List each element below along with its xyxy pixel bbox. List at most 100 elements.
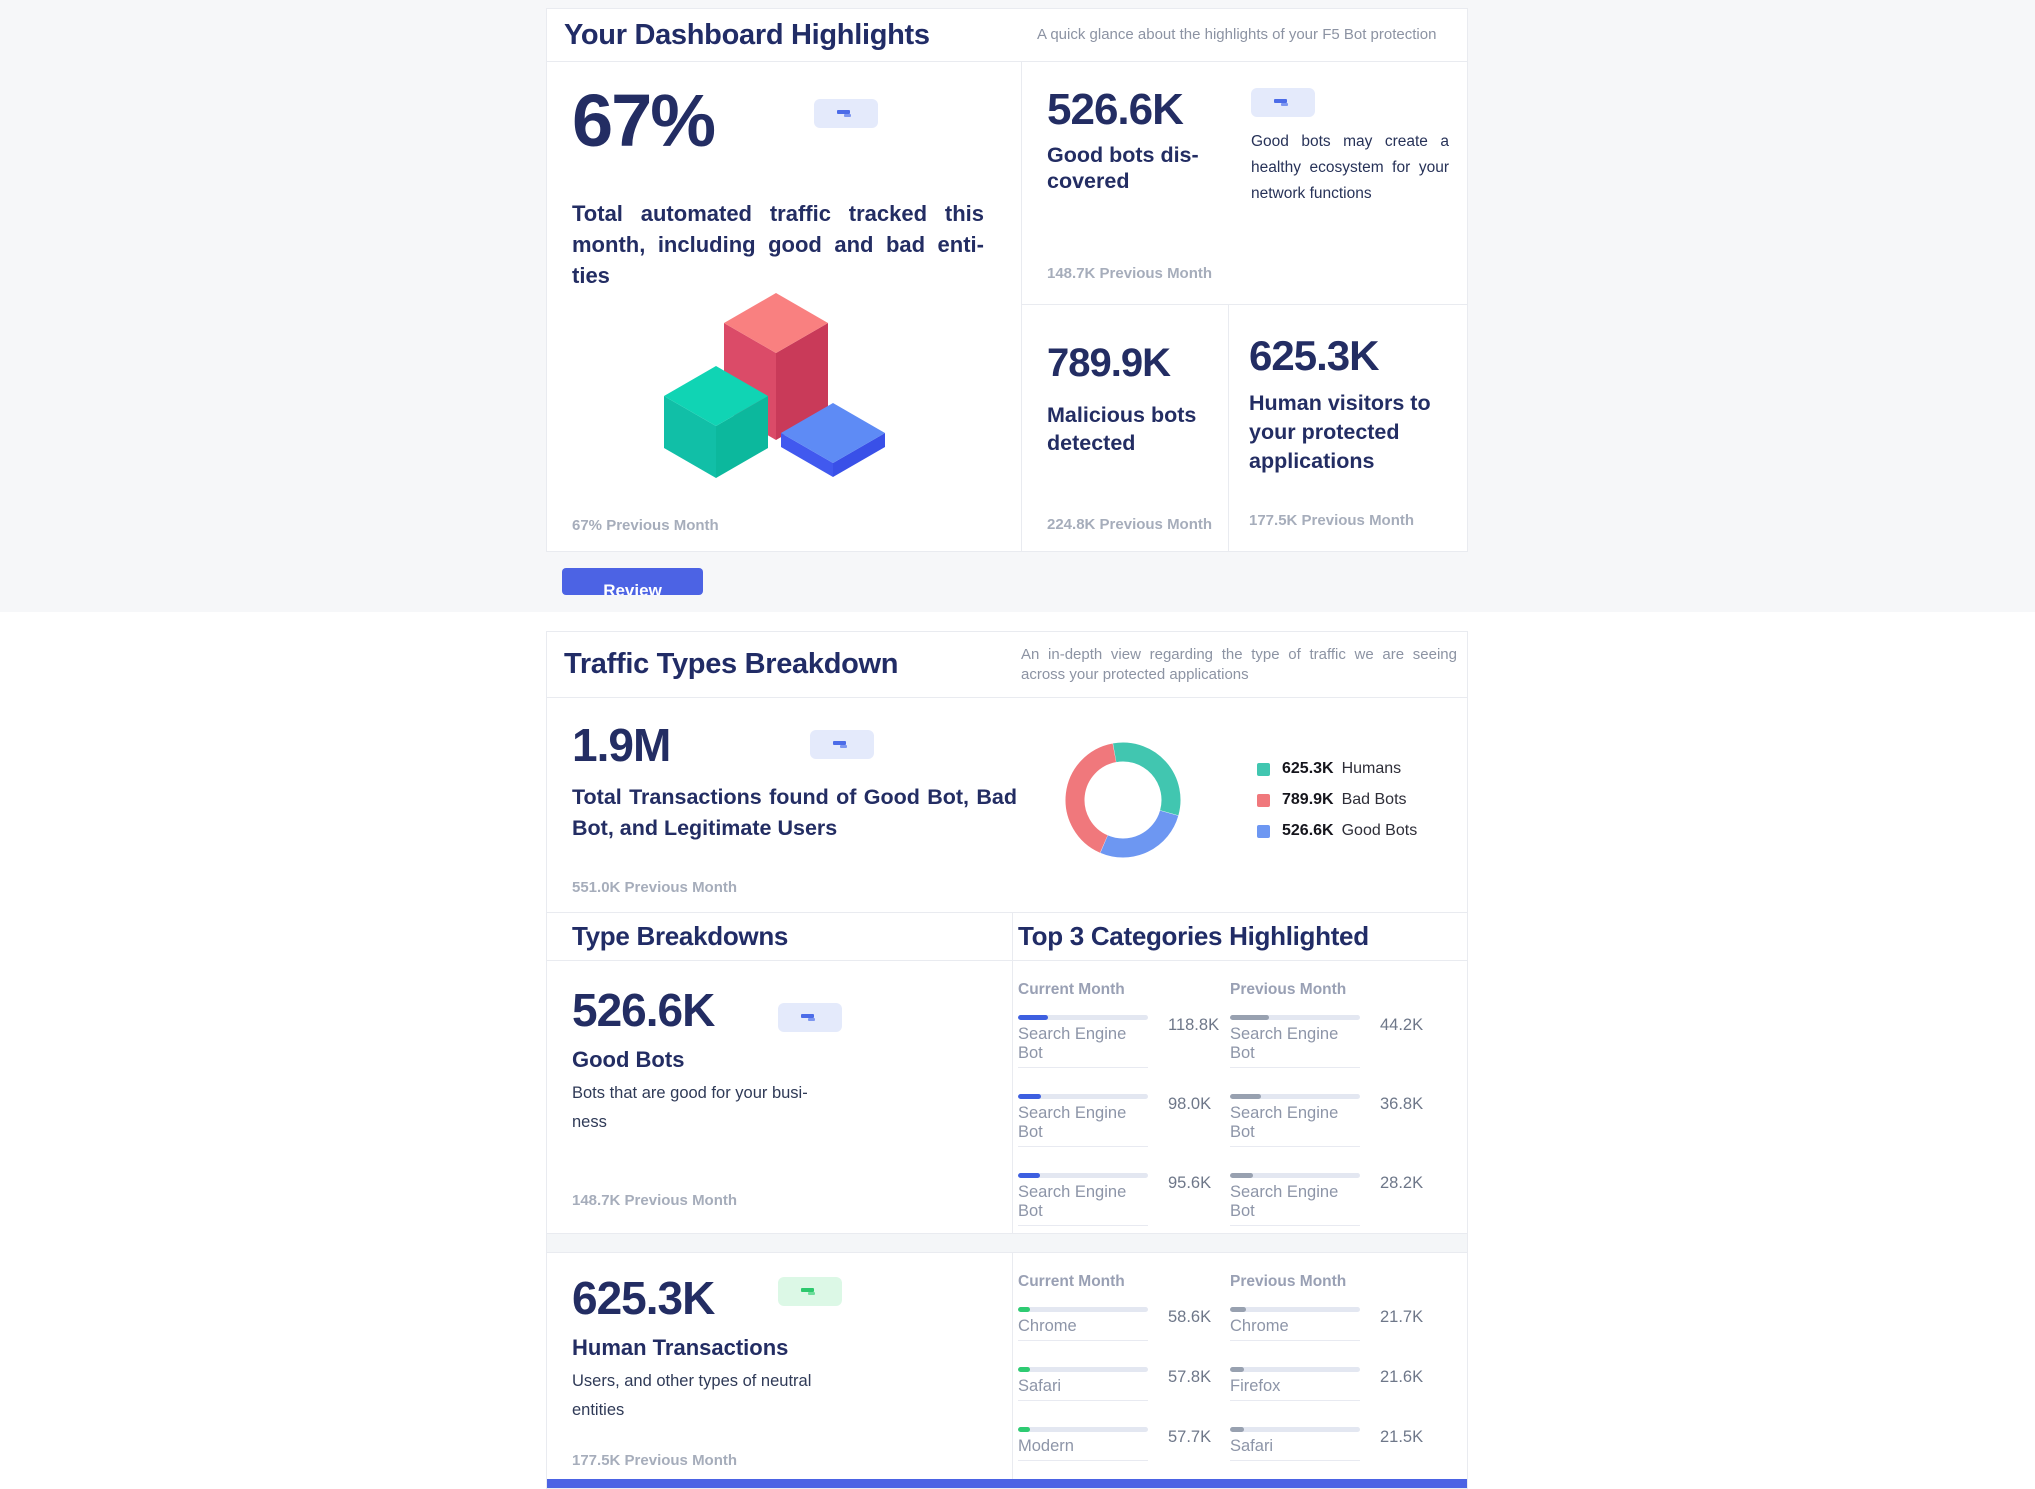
bar-label: Chrome bbox=[1018, 1312, 1148, 1341]
total-transactions-value: 1.9M bbox=[572, 719, 671, 771]
human-visitors-tile: 625.3K Human visitors to your protected … bbox=[1229, 305, 1467, 551]
malicious-bots-label: Malicious bots detected bbox=[1047, 403, 1197, 455]
human-transactions-categories: Current Month Chrome 58.6K Safari bbox=[1013, 1253, 1467, 1479]
malicious-bots-tile: 789.9K Malicious bots detected 224.8K Pr… bbox=[1022, 305, 1229, 551]
human-current-column: Current Month Chrome 58.6K Safari bbox=[1018, 1273, 1230, 1487]
bar-fill bbox=[1018, 1367, 1030, 1372]
red-cube-top-face bbox=[724, 293, 828, 353]
bar-value: 21.5K bbox=[1380, 1428, 1424, 1446]
trend-badge bbox=[778, 1003, 842, 1032]
highlights-title: Your Dashboard Highlights bbox=[564, 18, 930, 51]
blue-slab-left-face bbox=[781, 433, 833, 477]
bar-value: 21.7K bbox=[1380, 1308, 1424, 1326]
traffic-subtitle: An in-depth view regarding the type of t… bbox=[1021, 645, 1457, 683]
bar-item: Safari 57.8K bbox=[1018, 1367, 1230, 1401]
human-transactions-footer: 177.5K Previous Month bbox=[572, 1452, 738, 1469]
trend-up-icon bbox=[801, 1288, 815, 1295]
blue-slab-top-face bbox=[781, 403, 885, 463]
legend-value: 625.3K bbox=[1282, 760, 1334, 777]
bar-fill bbox=[1018, 1427, 1030, 1432]
trend-icon bbox=[1274, 99, 1288, 106]
review-button[interactable]: Review bbox=[562, 568, 703, 595]
bar-track bbox=[1230, 1173, 1360, 1178]
bottom-action-bar[interactable] bbox=[547, 1479, 1467, 1488]
traffic-title: Traffic Types Breakdown bbox=[564, 648, 899, 680]
trend-icon bbox=[801, 1014, 815, 1021]
bar-value: 118.8K bbox=[1168, 1016, 1220, 1034]
human-transactions-value: 625.3K bbox=[572, 1272, 715, 1324]
donut-legend: 625.3K Humans 789.9K Bad Bots 526.6K Goo… bbox=[1257, 760, 1417, 853]
bar-track bbox=[1018, 1367, 1148, 1372]
human-visitors-value: 625.3K bbox=[1249, 332, 1379, 379]
bar-track bbox=[1230, 1427, 1360, 1432]
good-bots-desc: Bots that are good for your busi-ness bbox=[572, 1084, 808, 1131]
previous-month-header: Previous Month bbox=[1230, 981, 1347, 998]
bar-value: 58.6K bbox=[1168, 1308, 1212, 1326]
bar-item: Search Engine Bot 44.2K bbox=[1230, 1015, 1467, 1068]
good-bots-discovered-footer: 148.7K Previous Month bbox=[1047, 265, 1213, 282]
bar-fill bbox=[1230, 1427, 1245, 1432]
bar-label: Search Engine Bot bbox=[1230, 1099, 1360, 1147]
current-month-header: Current Month bbox=[1018, 1273, 1125, 1290]
teal-cube-top-face bbox=[664, 366, 768, 426]
bar-value: 57.7K bbox=[1168, 1428, 1212, 1446]
bar-label: Modern bbox=[1018, 1432, 1148, 1461]
bar-label: Chrome bbox=[1230, 1312, 1360, 1341]
good-bots-summary: 526.6K Good Bots Bots that are good for … bbox=[547, 961, 1013, 1233]
humans-swatch bbox=[1257, 762, 1270, 776]
bar-label: Search Engine Bot bbox=[1230, 1178, 1360, 1226]
legend-label: Humans bbox=[1341, 760, 1402, 777]
automated-traffic-desc: Total automated traffic tracked this mon… bbox=[572, 201, 984, 288]
bar-fill bbox=[1018, 1173, 1041, 1178]
legend-item-bad-bots: 789.9K Bad Bots bbox=[1257, 791, 1417, 809]
top3-categories-title: Top 3 Categories Highlighted bbox=[1018, 921, 1369, 951]
teal-cube-right-face bbox=[716, 396, 768, 478]
highlights-subtitle: A quick glance about the highlights of y… bbox=[1037, 26, 1437, 43]
teal-cube-left-face bbox=[664, 396, 716, 478]
bar-track bbox=[1230, 1307, 1360, 1312]
bar-track bbox=[1018, 1427, 1148, 1432]
cubes-illustration bbox=[664, 293, 885, 478]
bar-item: Chrome 58.6K bbox=[1018, 1307, 1230, 1341]
traffic-types-card: Traffic Types Breakdown An in-depth view… bbox=[546, 631, 1468, 1489]
breakdown-subheader-row: Type Breakdowns Top 3 Categories Highlig… bbox=[547, 913, 1467, 961]
malicious-bots-value: 789.9K bbox=[1047, 341, 1171, 385]
legend-value: 789.9K bbox=[1282, 791, 1334, 808]
automated-traffic-footer: 67% Previous Month bbox=[572, 517, 719, 534]
donut-segment-humans bbox=[1113, 742, 1181, 816]
bar-item: Search Engine Bot 95.6K bbox=[1018, 1173, 1230, 1226]
trend-icon bbox=[833, 741, 848, 748]
previous-month-header: Previous Month bbox=[1230, 1273, 1347, 1290]
bar-value: 21.6K bbox=[1380, 1368, 1424, 1386]
trend-badge bbox=[810, 730, 875, 759]
bar-track bbox=[1018, 1173, 1148, 1178]
bar-item: Modern 57.7K bbox=[1018, 1427, 1230, 1461]
bar-item: Chrome 21.7K bbox=[1230, 1307, 1467, 1341]
donut-segment-bad-bots bbox=[1065, 743, 1117, 853]
human-visitors-label: Human visitors to your protected applica… bbox=[1249, 391, 1431, 473]
bar-label: Firefox bbox=[1230, 1372, 1360, 1401]
bar-item: Firefox 21.6K bbox=[1230, 1367, 1467, 1401]
row-separator bbox=[547, 1234, 1467, 1252]
good-bots-discovered-label: Good bots dis-covered bbox=[1047, 143, 1199, 193]
bar-item: Search Engine Bot 118.8K bbox=[1018, 1015, 1230, 1068]
good-bots-categories: Current Month Search Engine Bot 118.8K S… bbox=[1013, 961, 1467, 1233]
bar-track bbox=[1018, 1307, 1148, 1312]
bad-bots-swatch bbox=[1257, 793, 1270, 807]
bar-value: 44.2K bbox=[1380, 1016, 1424, 1034]
bar-value: 95.6K bbox=[1168, 1174, 1212, 1192]
good-bots-discovered-tile: 526.6K Good bots dis-covered Good bots m… bbox=[1022, 62, 1467, 305]
legend-item-humans: 625.3K Humans bbox=[1257, 760, 1417, 778]
bar-fill bbox=[1230, 1307, 1246, 1312]
bar-value: 36.8K bbox=[1380, 1095, 1424, 1113]
automated-traffic-tile: 67% Total automated traffic tracked this… bbox=[547, 62, 1022, 551]
total-transactions-desc: Total Transactions found of Good Bot, Ba… bbox=[572, 785, 1017, 840]
blue-slab-right-face bbox=[833, 433, 885, 477]
good-bots-breakdown-row: 526.6K Good Bots Bots that are good for … bbox=[547, 961, 1467, 1234]
trend-badge-green bbox=[778, 1277, 842, 1306]
good-bots-value: 526.6K bbox=[572, 984, 715, 1036]
bar-value: 57.8K bbox=[1168, 1368, 1212, 1386]
total-transactions-footer: 551.0K Previous Month bbox=[572, 879, 738, 896]
bar-track bbox=[1230, 1094, 1360, 1099]
bar-label: Search Engine Bot bbox=[1018, 1020, 1148, 1068]
